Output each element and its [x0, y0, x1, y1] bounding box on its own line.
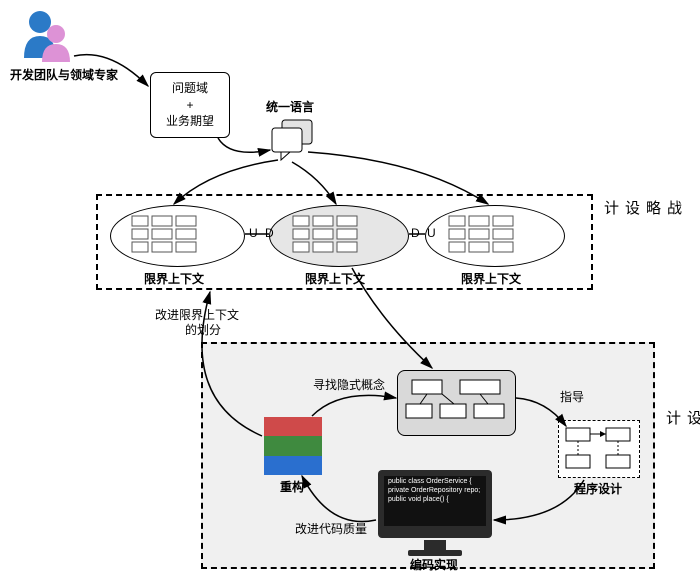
bc2-label: 限界上下文: [305, 270, 365, 287]
ud-left-u: U: [249, 226, 258, 240]
refactor-label: 重构: [280, 478, 304, 495]
problem-line2: +: [186, 97, 193, 114]
bounded-context-3: [425, 205, 565, 267]
program-design-box: [558, 420, 640, 478]
improve-quality-label: 改进代码质量: [295, 520, 367, 537]
problem-domain-box: 问题域 + 业务期望: [150, 72, 230, 138]
bounded-context-2: [269, 205, 409, 267]
tactical-panel-title: 战 术 设 计: [662, 410, 700, 431]
refine-bc-label-l2: 的划分: [185, 321, 221, 338]
program-design-label: 程序设计: [574, 480, 622, 497]
strategic-panel-title: 战 略 设 计: [600, 200, 684, 221]
ud-right-u: U: [427, 226, 436, 240]
coding-impl-label: 编码实现: [410, 556, 458, 573]
ud-right-d: D: [411, 226, 420, 240]
problem-line1: 问题域: [172, 80, 208, 97]
unified-language-label: 统一语言: [266, 98, 314, 115]
guide-label: 指导: [560, 388, 584, 405]
code-line3: public void place() {: [388, 496, 449, 503]
model-node: [397, 370, 516, 436]
code-line2: private OrderRepository repo;: [388, 487, 480, 494]
refactor-block: [264, 417, 322, 475]
problem-line3: 业务期望: [166, 113, 214, 130]
ud-left-d: D: [265, 226, 274, 240]
find-implicit-label: 寻找隐式概念: [313, 376, 385, 393]
code-line1: public class OrderService {: [388, 478, 472, 485]
bounded-context-1: [110, 205, 245, 267]
bc1-label: 限界上下文: [144, 270, 204, 287]
team-label: 开发团队与领域专家: [10, 66, 118, 83]
bc3-label: 限界上下文: [461, 270, 521, 287]
